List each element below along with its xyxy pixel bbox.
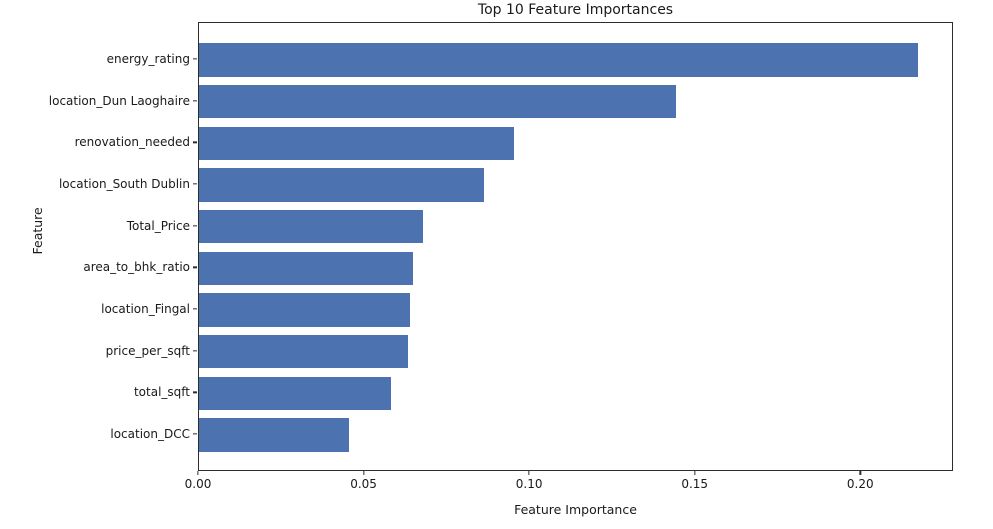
y-tick-label: location_Fingal <box>101 301 190 316</box>
x-tick-mark <box>859 471 861 475</box>
x-tick-mark <box>362 471 365 475</box>
y-tick-label: area_to_bhk_ratio <box>83 260 190 275</box>
chart-title: Top 10 Feature Importances <box>477 2 674 18</box>
y-tick-mark <box>193 58 197 60</box>
bar <box>199 334 409 369</box>
x-tick-label: 0.00 <box>184 477 212 491</box>
bar <box>199 210 423 244</box>
y-tick-mark <box>193 391 197 393</box>
bar <box>199 85 676 119</box>
y-tick-mark <box>193 349 197 352</box>
x-tick-label: 0.15 <box>681 477 709 491</box>
bar <box>199 43 918 77</box>
y-axis-label: Feature <box>30 207 46 255</box>
bar <box>199 251 413 285</box>
x-tick-mark <box>694 471 696 475</box>
y-tick-label: location_Dun Laoghaire <box>48 93 190 108</box>
y-tick-mark <box>193 225 197 227</box>
plot-area <box>198 22 953 471</box>
x-tick-label: 0.05 <box>350 477 377 491</box>
x-axis-label: Feature Importance <box>514 502 637 517</box>
y-tick-label: total_sqft <box>133 385 190 400</box>
x-tick-mark <box>528 471 530 475</box>
y-tick-label: energy_rating <box>106 52 190 67</box>
y-tick-mark <box>193 308 197 310</box>
x-tick-mark <box>197 471 199 475</box>
bar <box>199 376 392 410</box>
y-tick-mark <box>193 141 197 144</box>
bar <box>199 126 514 161</box>
y-tick-label: Total_Price <box>126 218 190 233</box>
bar <box>199 293 410 327</box>
y-tick-mark <box>193 100 197 102</box>
y-tick-mark <box>193 433 197 435</box>
x-tick-label: 0.10 <box>515 477 543 491</box>
bar <box>199 418 349 452</box>
y-tick-mark <box>193 266 197 268</box>
bar <box>199 168 484 202</box>
y-tick-label: location_South Dublin <box>58 177 190 192</box>
y-tick-mark <box>193 183 197 185</box>
y-tick-label: renovation_needed <box>74 135 190 150</box>
y-tick-label: location_DCC <box>110 426 190 441</box>
y-tick-label: price_per_sqft <box>105 343 190 358</box>
x-tick-label: 0.20 <box>846 477 874 491</box>
